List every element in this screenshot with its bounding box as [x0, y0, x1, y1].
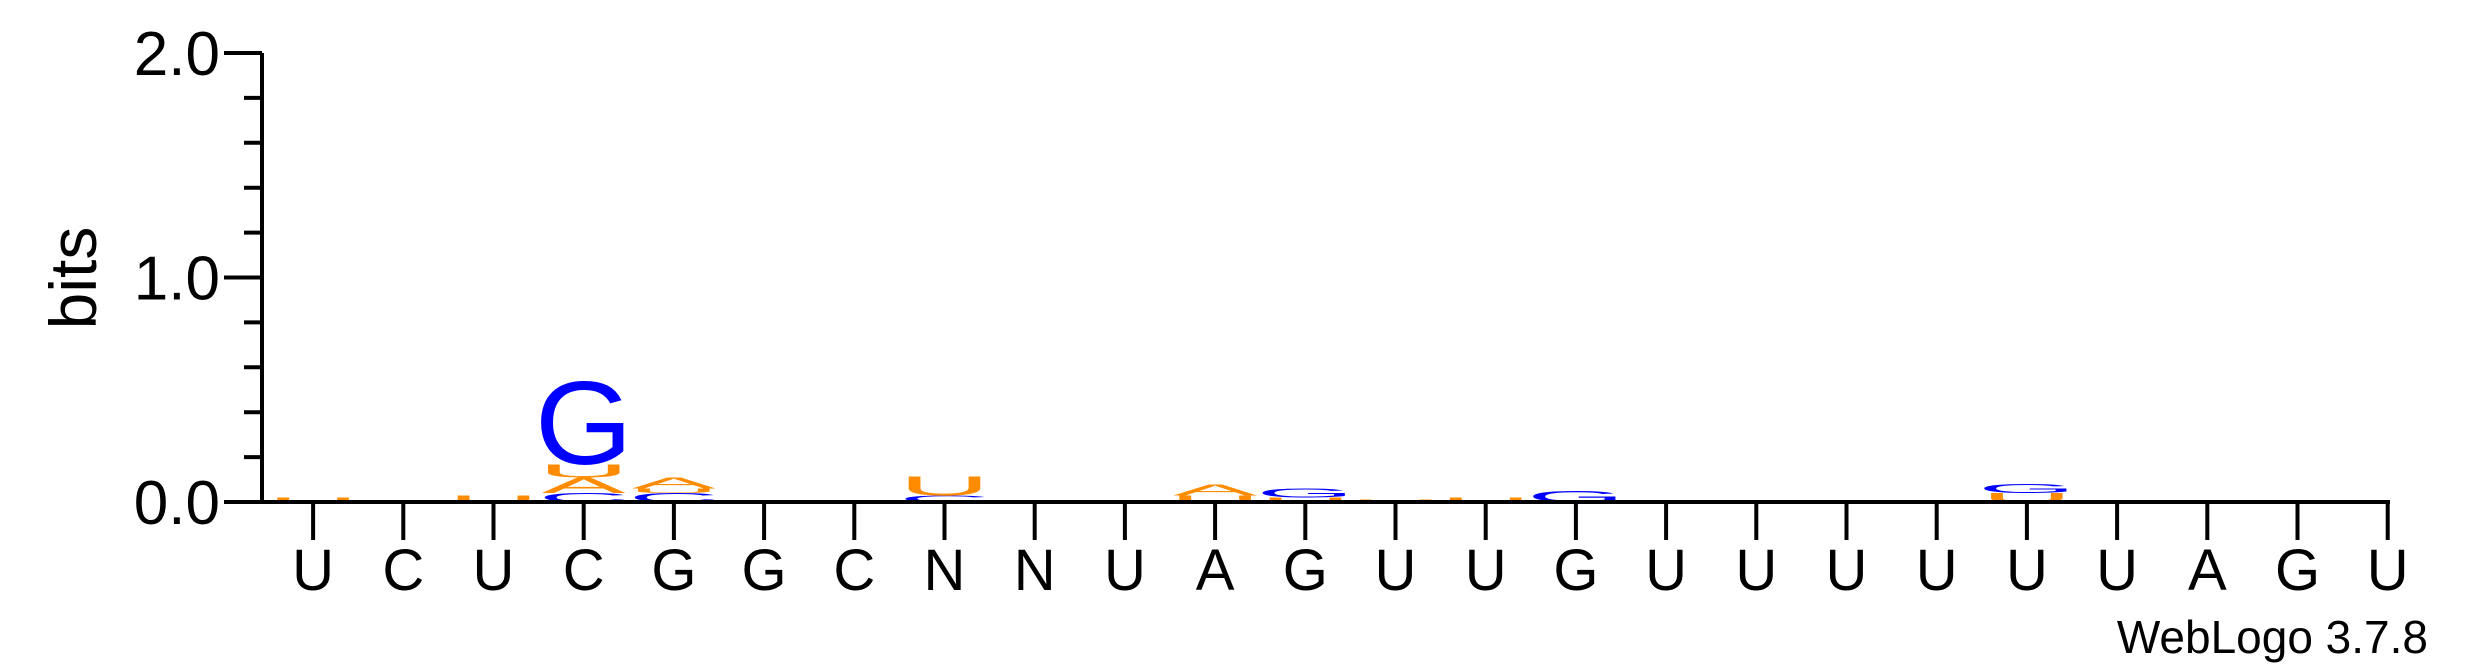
- weblogo-credit: WebLogo 3.7.8: [2117, 611, 2428, 663]
- y-tick-label: 2.0: [134, 20, 220, 89]
- logo-letter-U: U: [1440, 496, 1531, 503]
- x-tick-label: C: [382, 538, 424, 603]
- logo-letter-C: C: [899, 494, 990, 504]
- x-tick-label: U: [2006, 538, 2048, 603]
- logo-letter-G: G: [535, 356, 633, 489]
- svg-text:U: U: [899, 470, 990, 501]
- svg-text:U: U: [268, 496, 359, 503]
- svg-text:G: G: [1256, 486, 1354, 500]
- svg-text:A: A: [1173, 481, 1257, 498]
- chart-axes: [224, 51, 2390, 540]
- logo-letter-U: U: [268, 496, 359, 503]
- svg-text:U: U: [538, 460, 629, 481]
- x-tick-label: G: [1553, 538, 1598, 603]
- logo-letter-A: A: [1173, 481, 1257, 498]
- logo-letter-U: U: [1170, 494, 1261, 504]
- logo-letter-G: G: [1978, 482, 2076, 496]
- logo-letter-U: U: [899, 470, 990, 501]
- y-tick-label: 1.0: [134, 245, 220, 314]
- x-tick-label: N: [1014, 538, 1056, 603]
- y-axis-label: bits: [36, 227, 110, 330]
- y-tick-label: 0.0: [134, 469, 220, 538]
- x-tick-label: G: [651, 538, 696, 603]
- x-tick-label: U: [292, 538, 334, 603]
- x-tick-label: U: [473, 538, 515, 603]
- logo-letter-A: A: [632, 475, 716, 492]
- svg-text:U: U: [1260, 496, 1351, 503]
- svg-text:G: G: [1978, 482, 2076, 496]
- x-tick-label: U: [1916, 538, 1958, 603]
- logo-letter-G: G: [1256, 486, 1354, 500]
- x-tick-label: G: [1283, 538, 1328, 603]
- svg-text:U: U: [1440, 496, 1531, 503]
- x-tick-label: C: [563, 538, 605, 603]
- logo-letter-U: U: [628, 487, 719, 494]
- x-tick-label: U: [1826, 538, 1868, 603]
- svg-text:U: U: [448, 494, 539, 504]
- svg-text:C: C: [899, 494, 990, 504]
- logo-letter-U: U: [1260, 496, 1351, 503]
- svg-text:U: U: [628, 487, 719, 494]
- x-tick-label: U: [1104, 538, 1146, 603]
- x-tick-label: G: [742, 538, 787, 603]
- x-tick-label: G: [2275, 538, 2320, 603]
- x-tick-label: U: [2367, 538, 2409, 603]
- x-tick-label: U: [1645, 538, 1687, 603]
- x-tick-label: C: [833, 538, 875, 603]
- svg-text:A: A: [632, 475, 716, 492]
- logo-letter-U: U: [448, 494, 539, 504]
- logo-letter-U: U: [538, 460, 629, 481]
- x-tick-label: U: [1735, 538, 1777, 603]
- logo-letter-A: A: [542, 473, 627, 497]
- x-tick-label: U: [2096, 538, 2138, 603]
- x-tick-label: A: [1196, 538, 1235, 603]
- svg-text:A: A: [542, 473, 627, 497]
- svg-text:G: G: [535, 356, 633, 489]
- x-tick-label: U: [1465, 538, 1507, 603]
- svg-text:U: U: [1170, 494, 1261, 504]
- x-tick-label: N: [924, 538, 966, 603]
- x-tick-label: U: [1375, 538, 1417, 603]
- x-tick-label: A: [2188, 538, 2227, 603]
